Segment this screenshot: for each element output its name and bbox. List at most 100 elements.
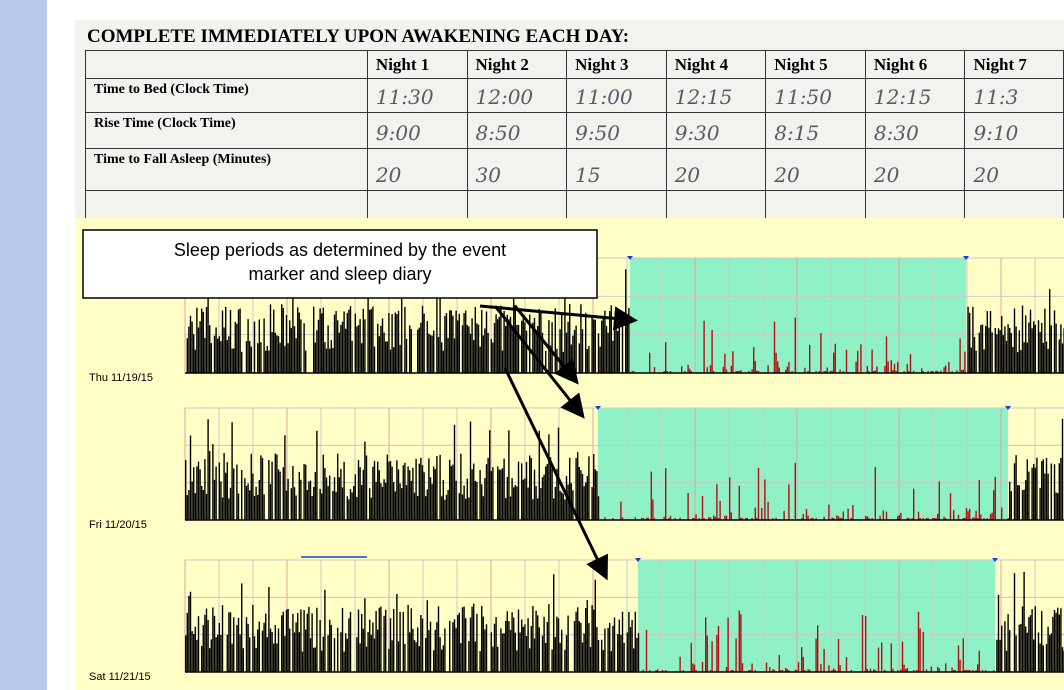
activity-bar [1001,507,1003,520]
activity-bar [500,305,502,373]
activity-bar [501,350,504,373]
activity-bar [626,632,628,672]
activity-bar [465,310,467,373]
activity-bar [1039,487,1041,520]
activity-bar [412,467,414,520]
activity-bar [421,465,424,520]
activity-bar [473,340,475,373]
activity-bar [767,365,769,373]
activity-bar [1053,310,1056,373]
activity-bar [319,620,321,672]
activity-bar [777,361,779,373]
activity-bar [730,365,732,373]
activity-bar [201,645,203,672]
activity-bar [369,309,371,373]
activity-bar [1020,349,1022,373]
activity-bar [349,489,352,520]
activity-bar [266,345,268,373]
activity-bar [461,325,464,373]
activity-bar [633,648,635,672]
activity-bar [212,607,214,672]
activity-bar [364,598,366,672]
activity-bar [831,517,833,520]
activity-bar [236,625,238,672]
activity-bar [748,370,750,373]
activity-bar [359,319,361,373]
activity-bar [233,617,235,672]
activity-bar [423,313,425,373]
activity-bar [210,342,212,373]
activity-bar [549,345,552,373]
activity-bar [415,642,417,672]
activity-bar [906,517,908,520]
activity-bar [202,311,204,373]
activity-bar [599,346,601,373]
activity-bar [245,341,248,373]
activity-bar [532,499,534,520]
activity-bar [986,518,988,520]
activity-bar [772,668,774,672]
activity-bar [197,461,200,520]
activity-bar [233,348,235,373]
activity-bar [778,367,780,373]
activity-bar [508,430,510,520]
activity-bar [249,490,251,520]
activity-bar [927,517,929,520]
activity-bar [220,634,222,672]
activity-bar [724,515,726,520]
activity-bar [343,311,345,373]
activity-bar [1001,316,1003,373]
activity-bar [322,307,324,373]
activity-bar [482,496,484,520]
activity-bar [236,464,238,520]
activity-bar [525,330,528,373]
activity-bar [823,648,825,672]
activity-bar [333,314,336,373]
activity-bar [269,628,272,672]
activity-bar [194,493,196,520]
activity-bar [279,342,281,373]
activity-bar [306,489,308,520]
activity-bar [229,612,232,672]
activity-bar [708,516,710,520]
activity-bar [452,622,454,672]
activity-bar [377,629,379,672]
activity-bar [903,664,905,672]
activity-bar [471,606,473,672]
event-marker [992,558,998,562]
activity-bar [561,492,563,520]
activity-bar [538,430,540,520]
activity-bar [981,669,984,672]
activity-bar [823,516,825,520]
activity-bar [690,371,692,373]
activity-bar [745,517,747,520]
activity-bar [969,669,971,672]
activity-bar [690,642,692,672]
activity-bar [255,486,257,520]
activity-bar [682,670,684,672]
activity-bar [703,518,705,520]
activity-bar [191,481,193,520]
activity-bar [225,306,227,373]
activity-bar [316,430,318,520]
activity-bar [201,485,203,520]
activity-bar [794,462,796,520]
activity-bar [591,486,593,520]
activity-bar [465,618,467,672]
activity-bar [890,643,892,672]
activity-bar [305,629,307,672]
activity-bar [185,460,187,520]
activity-bar [442,350,444,373]
activity-bar [913,488,915,520]
side-strip [0,0,47,690]
activity-bar [497,466,499,520]
activity-bar [453,619,456,672]
activity-bar [978,479,980,520]
handwritten-entry: 30 [466,148,568,191]
activity-bar [404,462,406,520]
activity-bar [290,327,292,373]
activity-bar [300,609,302,672]
activity-bar [967,669,969,672]
activity-bar [484,328,486,373]
activity-bar [362,628,364,672]
